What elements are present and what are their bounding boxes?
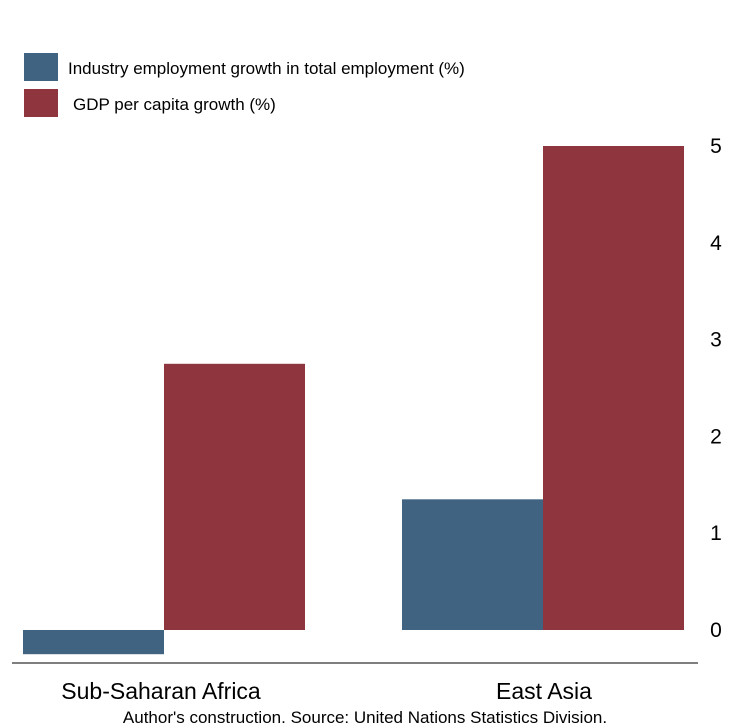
legend: Industry employment growth in total empl… xyxy=(24,53,465,117)
bar-industry-employment-east-asia xyxy=(402,499,543,630)
category-label-east-asia: East Asia xyxy=(496,678,592,704)
bars-group xyxy=(23,146,684,655)
legend-item-gdp-per-capita: GDP per capita growth (%) xyxy=(24,89,276,117)
legend-label-gdp-per-capita: GDP per capita growth (%) xyxy=(73,95,276,114)
y-axis-tick-labels: 0 1 2 3 4 5 xyxy=(710,135,722,642)
category-labels: Sub-Saharan Africa East Asia xyxy=(61,678,592,704)
legend-swatch-gdp-per-capita xyxy=(24,89,58,117)
category-label-sub-saharan-africa: Sub-Saharan Africa xyxy=(61,678,261,704)
y-tick-label-4: 4 xyxy=(710,232,722,255)
y-tick-label-2: 2 xyxy=(710,425,722,448)
y-tick-label-0: 0 xyxy=(710,619,722,642)
legend-item-industry-employment: Industry employment growth in total empl… xyxy=(24,53,465,81)
legend-swatch-industry-employment xyxy=(24,53,58,81)
legend-label-industry-employment: Industry employment growth in total empl… xyxy=(68,59,465,78)
bar-gdp-per-capita-sub-saharan-africa xyxy=(164,363,305,630)
source-note: Author's construction. Source: United Na… xyxy=(123,708,607,727)
y-tick-label-1: 1 xyxy=(710,522,722,545)
bar-gdp-per-capita-east-asia xyxy=(543,146,684,630)
y-tick-label-3: 3 xyxy=(710,329,722,352)
y-tick-label-5: 5 xyxy=(710,135,722,158)
bar-industry-employment-sub-saharan-africa xyxy=(23,630,164,655)
